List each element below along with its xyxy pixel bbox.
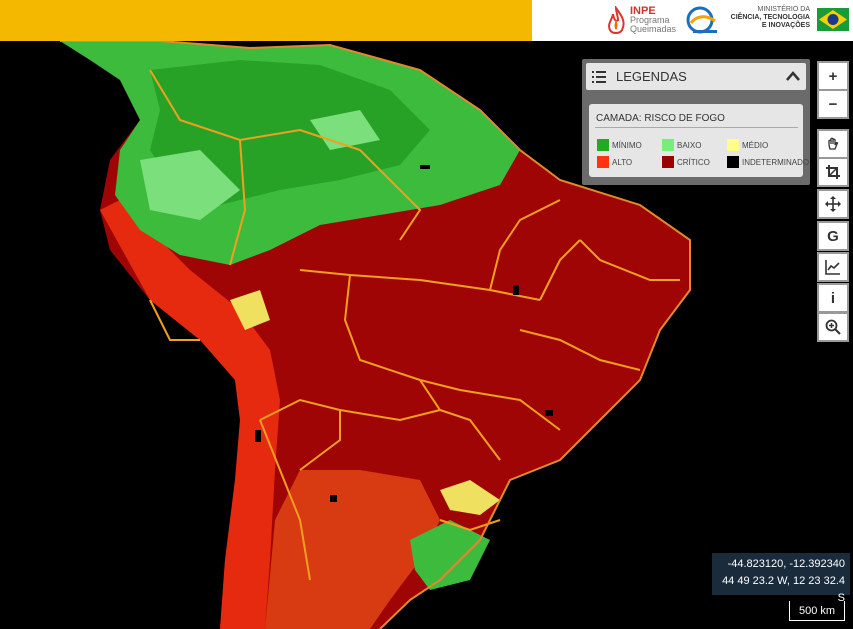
zoom-out-button[interactable]: − [817,89,849,119]
legend-item-minimo: MÍNIMO [597,139,642,151]
chart-button[interactable] [817,252,849,282]
legend-item-alto: ALTO [597,156,632,168]
magnifier-plus-icon [825,319,841,335]
medium-risk-edges [230,290,500,515]
zoom-search-button[interactable] [817,312,849,342]
low-risk-south [410,520,490,590]
ministerio-line1: MINISTÉRIO DA [757,6,810,13]
low-risk-patches [140,110,380,220]
inpe-name: INPE [630,5,656,17]
move-button[interactable] [817,189,849,219]
scale-bar: 500 km [789,601,845,621]
legend-title: LEGENDAS [616,69,687,84]
move-arrows-icon [825,196,841,212]
legend-header[interactable]: LEGENDAS [586,63,806,90]
zoom-in-button[interactable]: + [817,61,849,91]
legend-item-baixo: BAIXO [662,139,701,151]
ministerio-line2: CIÊNCIA, TECNOLOGIA [730,14,810,21]
info-button[interactable]: i [817,283,849,313]
chevron-up-icon[interactable] [786,70,800,82]
high-risk-south-band [265,470,440,629]
legend-item-indeterminado: INDETERMINADO [727,156,809,168]
inpe-logo[interactable]: INPE Programa Queimadas [604,4,682,37]
hand-icon [828,137,839,150]
legend-item-medio: MÉDIO [727,139,768,151]
undetermined-spots [255,165,553,502]
legend-item-label: MÍNIMO [612,140,642,150]
pan-hand-button[interactable] [817,129,849,159]
header-bar [0,0,532,41]
legend-item-label: MÉDIO [742,140,769,150]
coord-decimal: -44.823120, -12.392340 [727,558,845,570]
coastline [60,40,691,629]
layer-title: CAMADA: RISCO DE FOGO [596,113,725,124]
crop-button[interactable] [817,157,849,187]
swatch [662,139,674,151]
crop-icon [826,165,840,179]
list-icon [592,71,606,83]
swatch [727,156,739,168]
legend-item-label: ALTO [612,157,633,167]
ministerio-line3: E INOVAÇÕES [761,22,810,29]
line-chart-icon [825,260,840,275]
program-logo-icon [686,6,717,34]
legend-item-label: BAIXO [677,140,702,150]
legend-divider [595,127,798,128]
flame-icon [608,5,625,34]
legend-body: CAMADA: RISCO DE FOGO MÍNIMO BAIXO MÉDIO… [589,104,809,177]
legend-item-label: CRÍTICO [677,157,710,167]
swatch [597,156,609,168]
brazil-flag-icon [817,8,849,31]
coordinate-readout: -44.823120, -12.392340 44 49 23.2 W, 12 … [712,553,850,604]
legend-item-critico: CRÍTICO [662,156,710,168]
swatch [597,139,609,151]
swatch [662,156,674,168]
legend-panel: LEGENDAS CAMADA: RISCO DE FOGO MÍNIMO BA… [582,59,810,185]
google-layer-button[interactable]: G [817,221,849,251]
state-borders [149,69,680,581]
ministerio-text: MINISTÉRIO DA CIÊNCIA, TECNOLOGIA E INOV… [724,6,810,30]
legend-item-label: INDETERMINADO [742,157,810,167]
swatch [727,139,739,151]
coord-dms: 44 49 23.2 W, 12 23 32.4 S [722,575,845,604]
inpe-line1: Programa [630,15,670,25]
inpe-line2: Queimadas [630,24,677,34]
